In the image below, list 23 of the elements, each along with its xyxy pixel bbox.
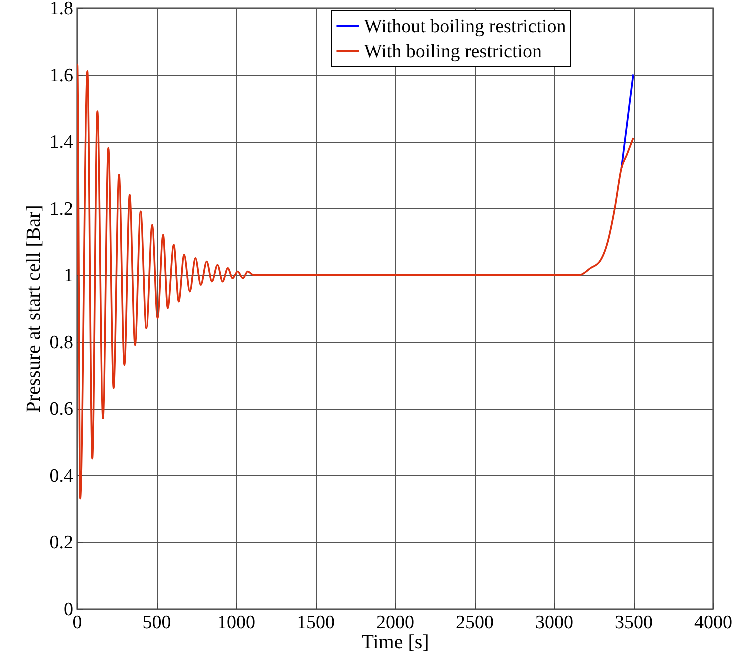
y-tick-label: 1.4	[50, 132, 74, 154]
x-tick-label: 4000	[694, 612, 732, 634]
x-tick-label: 2000	[376, 612, 414, 634]
y-tick-label: 0.8	[50, 332, 74, 354]
y-axis-title: Pressure at start cell [Bar]	[22, 205, 45, 413]
legend-label: Without boiling restriction	[364, 16, 567, 38]
x-tick-label: 1500	[297, 612, 335, 634]
y-tick-label: 0.2	[50, 532, 74, 554]
y-tick-label: 1.6	[50, 65, 74, 86]
y-tick-label: 1	[64, 266, 74, 287]
line-series	[77, 64, 634, 500]
x-tick-label: 1000	[218, 612, 256, 634]
x-axis-title: Time [s]	[362, 632, 430, 654]
y-tick-label: 1.8	[50, 0, 74, 20]
y-tick-label: 0.6	[50, 399, 74, 420]
y-tick-label: 0	[64, 600, 74, 620]
x-tick-label: 3500	[615, 612, 653, 634]
y-tick-label: 0.4	[50, 466, 74, 487]
y-tick-label: 1.2	[50, 198, 74, 220]
x-tick-label: 2500	[456, 612, 494, 634]
x-tick-label: 500	[142, 612, 172, 634]
legend-label: With boiling restriction	[364, 42, 542, 62]
x-tick-label: 3000	[536, 612, 574, 634]
